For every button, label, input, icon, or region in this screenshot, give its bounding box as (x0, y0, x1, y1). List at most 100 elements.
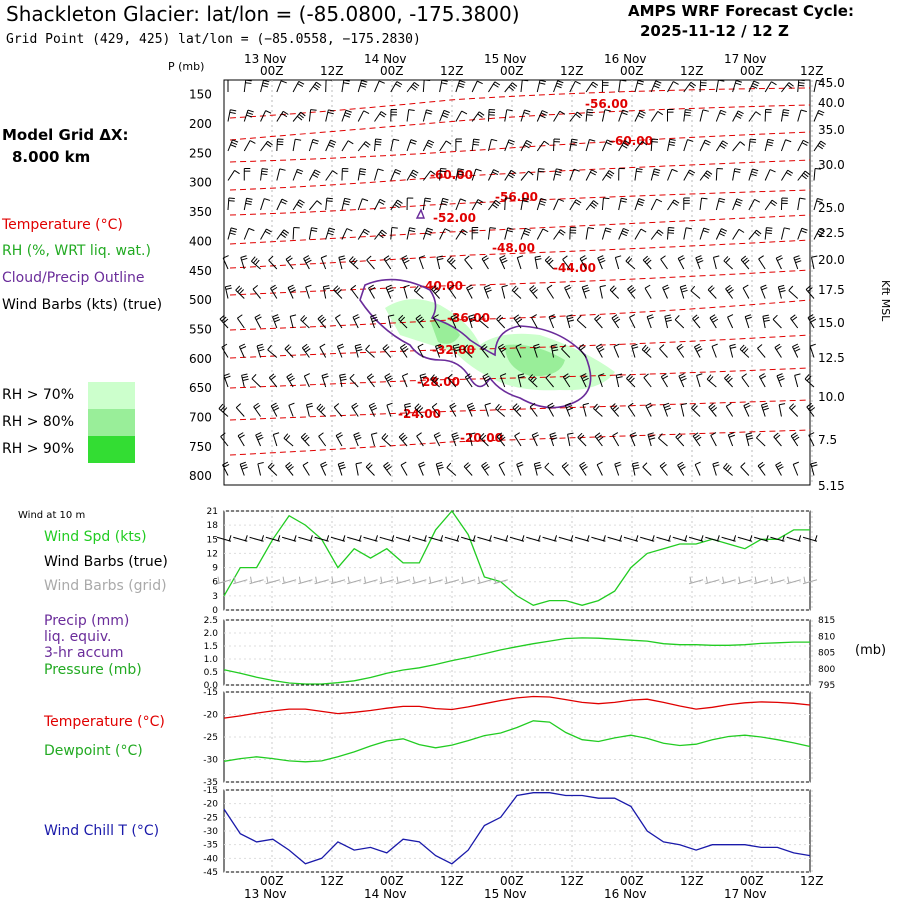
wind-barb-flag (566, 405, 573, 409)
wind-barb-flag (656, 231, 662, 237)
grid-wind-barb (493, 579, 508, 585)
wind-barb-flag (360, 82, 367, 86)
wind-barb-flag (345, 109, 352, 113)
surface-wind-barb (493, 536, 508, 542)
wind-barb-flag (237, 314, 243, 319)
wind-barb-flag (338, 255, 345, 258)
wind-barb (727, 434, 734, 447)
wind-barb (433, 435, 441, 447)
bottom-day-label: 16 Nov (604, 887, 647, 900)
wind-barb-flag (263, 79, 270, 83)
surface-wind-barb (265, 536, 280, 542)
wind-barb-flag (513, 287, 519, 293)
wind-barb-flag (567, 432, 574, 435)
height-tick-label: 20.0 (818, 253, 845, 267)
wind-barb-flag (570, 143, 577, 146)
wind-barb-flag (724, 373, 730, 379)
wind-barb-flag (654, 82, 661, 87)
wind-barb (712, 463, 717, 476)
profile-wind-barbs (218, 79, 826, 476)
surface-wind-barb-flag (586, 535, 590, 542)
grid-wind-barb (802, 579, 818, 585)
wind-barb-flag (818, 109, 825, 114)
wind-barb-flag (630, 432, 636, 436)
wind-barb-flag (799, 197, 806, 200)
wind-barb-flag (792, 343, 799, 348)
wind-barb-flag (712, 318, 719, 323)
wind-barb-flag (318, 432, 324, 437)
wind-barb-flag (417, 316, 423, 322)
wind-barb (288, 405, 294, 417)
wind-barb (569, 81, 576, 93)
wind-barb-flag (534, 255, 541, 258)
wind-barb-flag (595, 316, 602, 322)
legend-rh: RH (%, WRT liq. wat.) (2, 243, 151, 259)
wind-barb-flag (548, 259, 554, 265)
wind-barb-flag (788, 285, 794, 291)
wind-barb-flag (386, 402, 393, 406)
wind-barb-flag (264, 198, 271, 201)
wind-barb-flag (551, 344, 558, 347)
wind-barb (381, 437, 392, 447)
wind-barb-flag (598, 348, 605, 353)
wind-barb-flag (398, 314, 404, 320)
wind-barb-flag (729, 343, 736, 347)
wind-barb-flag (579, 255, 586, 260)
wind-barb-flag (677, 255, 684, 259)
wind-barb-flag (744, 259, 750, 265)
wind-barb-flag (727, 314, 734, 318)
wind-barb-flag (643, 373, 649, 378)
wind-barb-flag (582, 466, 588, 471)
wind-barb (569, 111, 578, 122)
wind-barb-flag (523, 144, 530, 149)
wind-barb (567, 434, 571, 447)
wind-barb (741, 376, 750, 388)
wind-barb-flag (778, 378, 785, 382)
wind-barb (478, 319, 489, 329)
temperature-ytick: -25 (203, 733, 218, 743)
wind-barb (422, 227, 428, 240)
wind-barb (582, 404, 587, 417)
wind-barb-flag (761, 287, 768, 291)
wind-barb-flag (582, 402, 589, 406)
grid-wind-barb-flag (803, 576, 806, 583)
wind-barb-flag (608, 170, 615, 175)
wind-barb (781, 82, 790, 93)
pressure-tick-label: 450 (189, 264, 212, 278)
wind-barb (758, 376, 766, 388)
wind-barb-flag (793, 346, 800, 350)
wind-barb-flag (806, 375, 812, 382)
wind-barb-flag (529, 402, 536, 408)
wind-barb (561, 465, 571, 476)
wind-barb (757, 347, 766, 358)
wind-barb (357, 228, 365, 240)
wind-barb-flag (418, 318, 425, 324)
wind-barb-flag (265, 110, 272, 114)
wind-barb (256, 345, 262, 358)
wind-barb (390, 227, 393, 240)
surface-wind-barb (672, 536, 687, 542)
wind-barb-flag (712, 461, 719, 465)
wind-barb-flag (234, 170, 240, 175)
wind-barb (241, 375, 245, 388)
wind-barb (227, 109, 231, 122)
wind-barb-flag (612, 405, 618, 410)
wind-barb (270, 288, 278, 299)
wind-barb (308, 109, 312, 122)
wind-barb-flag (377, 168, 384, 172)
wind-barb-flag (437, 466, 444, 470)
wind-barb (650, 198, 657, 211)
wind-barb-flag (754, 198, 761, 203)
wind-barb-flag (576, 315, 582, 321)
wind-barb (696, 375, 701, 388)
wind-barb (756, 437, 766, 447)
wind-barb-flag (273, 316, 280, 320)
isotherm-label: -36.00 (447, 311, 490, 325)
wind-barb (283, 437, 294, 447)
wind-barb-flag (752, 82, 759, 87)
wind-barb (384, 376, 392, 388)
wind-barb (691, 407, 701, 417)
wind-barb-flag (818, 230, 824, 235)
wind-barb (501, 286, 506, 299)
wind-barb-flag (459, 80, 466, 83)
